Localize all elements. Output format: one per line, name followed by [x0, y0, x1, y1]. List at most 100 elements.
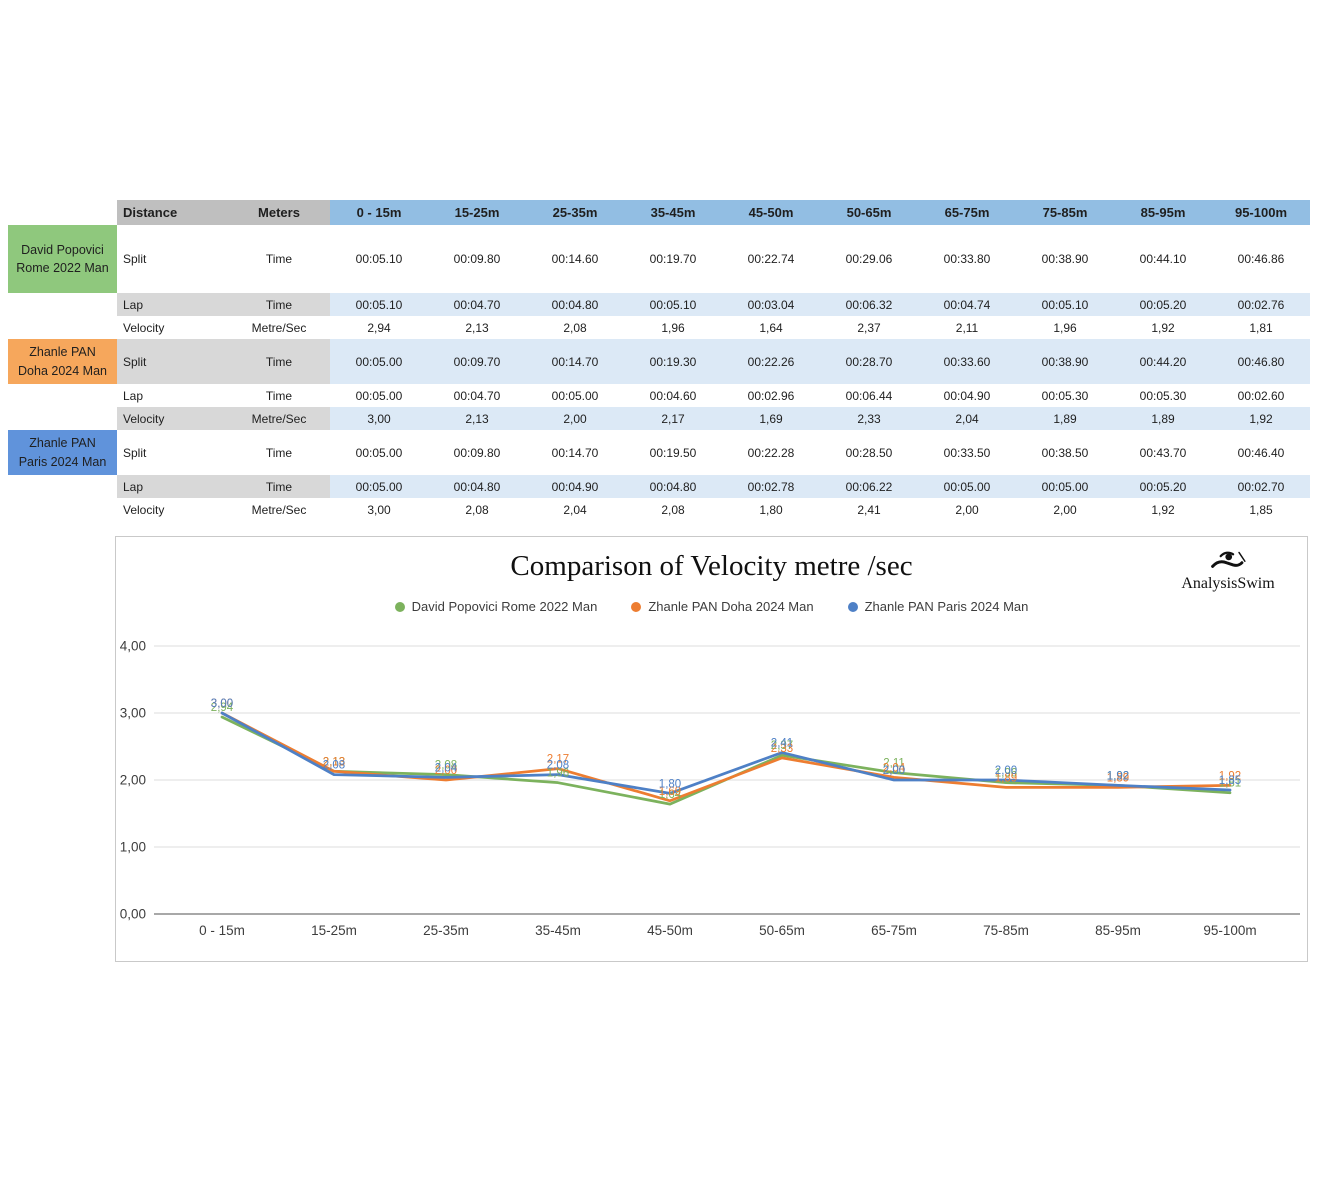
table-cell: 00:05.10	[1016, 293, 1114, 316]
header-distance-column: 75-85m	[1016, 200, 1114, 225]
table-cell: 2,08	[661, 502, 685, 517]
data-label: 2,08	[435, 760, 457, 772]
table-row-split: Zhanle PAN Doha 2024 Man Split Time 00:05.0…	[8, 339, 1310, 384]
table-row-velocity: Velocity Metre/Sec 2,94 2,13 2,08 1,96 1,64 2,3…	[8, 316, 1310, 339]
data-label: 1,96	[547, 768, 569, 780]
y-tick-label: 3,00	[120, 706, 146, 721]
table-cell: 1,92	[1151, 320, 1175, 335]
table-cell: 1,92	[1151, 502, 1175, 517]
table-cell: 2,37	[857, 320, 881, 335]
swimmer-name-cell	[8, 384, 117, 407]
data-label: 2,00	[995, 765, 1017, 777]
data-label: 1,89	[1107, 772, 1129, 784]
data-label: 2,37	[771, 740, 793, 752]
table-cell: 00:44.20	[1114, 339, 1212, 384]
table-cell: 2,04	[563, 502, 587, 517]
x-tick-label: 0 - 15m	[199, 923, 245, 938]
legend-item: Zhanle PAN Paris 2024 Man	[847, 599, 1028, 614]
legend-label: Zhanle PAN Doha 2024 Man	[648, 599, 814, 614]
x-tick-label: 35-45m	[535, 923, 581, 938]
table-cell: 00:05.00	[355, 445, 403, 460]
table-cell: 00:05.20	[1114, 475, 1212, 498]
table-cell: 00:29.06	[845, 252, 893, 266]
data-label: 3,00	[211, 698, 233, 710]
table-cell: 00:02.96	[747, 388, 795, 403]
data-label: 2,13	[323, 756, 345, 768]
data-label: 2,41	[771, 738, 793, 750]
data-label: 1,92	[1219, 770, 1241, 782]
row-unit: Metre/Sec	[228, 407, 330, 430]
table-cell: 00:38.90	[1016, 339, 1114, 384]
row-label: Split	[117, 339, 228, 384]
swimmer-name-cell	[8, 498, 117, 521]
table-cell: 2,94	[367, 320, 391, 335]
table-cell: 00:46.86	[1237, 252, 1285, 266]
table-cell: 00:28.50	[845, 445, 893, 460]
row-label: Split	[123, 445, 147, 460]
data-label: 1,85	[1219, 775, 1241, 787]
row-label: Split	[123, 252, 147, 266]
velocity-chart-svg: 0,00 1,00 2,00 3,00 4,00 0 - 15m 15-25m 25-35m 3…	[120, 639, 1300, 938]
swimmer-name-cell	[8, 293, 117, 316]
table-cell: 00:04.80	[624, 475, 722, 498]
table-cell: 1,85	[1249, 502, 1273, 517]
swimmer-name-cell: David Popovici Rome 2022 Man	[8, 225, 117, 293]
data-label: 2,08	[547, 760, 569, 772]
y-tick-label: 0,00	[120, 907, 146, 922]
legend-dot-icon	[394, 601, 405, 612]
table-row-velocity: Velocity Metre/Sec 3,00 2,08 2,04 2,08 1,80 2,4…	[8, 498, 1310, 521]
table-cell: 2,33	[820, 407, 918, 430]
row-unit: Time	[228, 339, 330, 384]
header-distance-column: 25-35m	[526, 200, 624, 225]
table-row-lap: Lap Time 00:05.00 00:04.80 00:04.90 00:04.80 0…	[8, 475, 1310, 498]
table-cell: 00:05.00	[918, 475, 1016, 498]
header-meters: Meters	[228, 200, 330, 225]
table-cell: 00:22.28	[747, 445, 795, 460]
table-cell: 00:05.10	[330, 293, 428, 316]
row-label: Lap	[123, 388, 144, 403]
row-unit: Time	[228, 293, 330, 316]
data-label: 2,04	[883, 762, 906, 774]
data-label: 1,80	[659, 778, 681, 790]
row-unit: Time	[265, 445, 293, 460]
row-label: Velocity	[123, 320, 165, 335]
table-cell: 00:46.40	[1237, 445, 1285, 460]
table-cell: 00:09.70	[428, 339, 526, 384]
table-cell: 2,08	[465, 502, 489, 517]
data-label: 1,89	[995, 772, 1017, 784]
table-cell: 00:22.26	[722, 339, 820, 384]
table-cell: 00:05.10	[355, 252, 403, 266]
table-cell: 00:04.74	[918, 293, 1016, 316]
table-cell: 00:02.60	[1237, 388, 1285, 403]
table-cell: 1,80	[759, 502, 783, 517]
swimmer-icon	[1211, 551, 1246, 568]
logo-text: AnalysisSwim	[1181, 575, 1275, 592]
row-unit: Metre/Sec	[251, 502, 307, 517]
x-tick-label: 95-100m	[1203, 923, 1256, 938]
x-tick-label: 15-25m	[311, 923, 357, 938]
table-cell: 00:09.80	[453, 445, 501, 460]
data-label: 2,04	[435, 762, 458, 774]
table-cell: 00:33.50	[943, 445, 991, 460]
data-label: 3,00	[211, 698, 233, 710]
table-cell: 2,13	[465, 320, 489, 335]
table-cell: 1,69	[722, 407, 820, 430]
table-cell: 00:04.90	[526, 475, 624, 498]
table-cell: 2,00	[526, 407, 624, 430]
row-label: Velocity	[123, 502, 165, 517]
x-tick-label: 25-35m	[423, 923, 469, 938]
data-label: 1,81	[1219, 778, 1241, 790]
table-cell: 2,17	[624, 407, 722, 430]
data-label: 1,92	[1107, 770, 1129, 782]
table-cell: 00:09.80	[453, 252, 501, 266]
table-cell: 2,11	[955, 320, 979, 335]
legend-item: David Popovici Rome 2022 Man	[394, 599, 597, 614]
table-cell: 2,00	[955, 502, 979, 517]
table-cell: 00:05.00	[1016, 475, 1114, 498]
data-label: 1,69	[659, 786, 681, 798]
data-label: 2,33	[771, 743, 793, 755]
table-row-split: David Popovici Rome 2022 Man Split Time 00:…	[8, 225, 1310, 293]
table-cell: 00:06.44	[845, 388, 893, 403]
table-cell: 00:05.00	[551, 388, 599, 403]
